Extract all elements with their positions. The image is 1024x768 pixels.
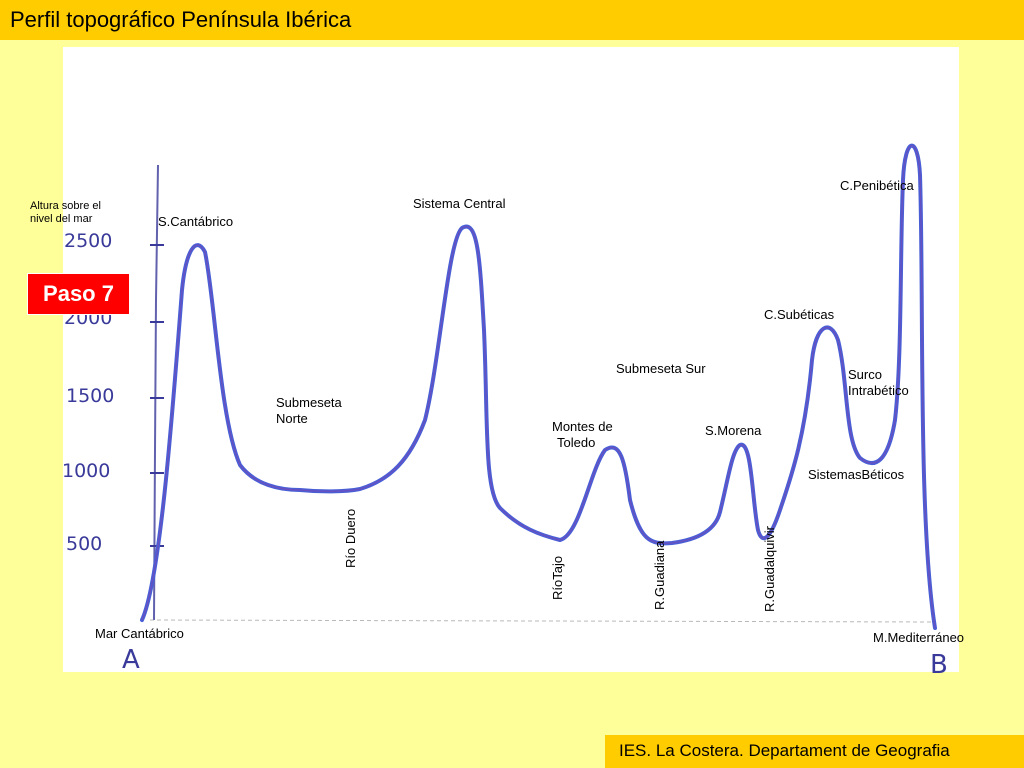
footer-text: IES. La Costera. Departament de Geografi…: [619, 741, 950, 760]
label-s-morena: S.Morena: [705, 423, 762, 438]
axis-title-line-2: nivel del mar: [30, 213, 93, 225]
profile-panel: [63, 47, 959, 672]
label-c-penibetica: C.Penibética: [840, 178, 914, 193]
label-rio-tajo: RíoTajo: [550, 555, 565, 600]
y-tick-label: 1500: [66, 385, 115, 407]
label-rio-duero: Río Duero: [343, 508, 358, 568]
endpoint-a-label: A: [122, 645, 140, 675]
label-mar-cantabrico: Mar Cantábrico: [95, 626, 184, 641]
label-submeseta-norte-2: Norte: [276, 411, 308, 426]
label-sistemas-beticos: SistemasBéticos: [808, 467, 905, 482]
label-montes-1: Montes de: [552, 419, 613, 434]
label-montes-2: Toledo: [557, 435, 596, 450]
label-r-guadiana: R.Guadiana: [652, 540, 667, 610]
y-tick-label: 1000: [62, 460, 111, 482]
y-axis-line: [153, 164, 159, 621]
endpoint-b-label: B: [930, 650, 948, 680]
step-badge: Paso 7: [27, 273, 130, 315]
profile-line: [140, 143, 937, 630]
label-c-subbeticas: C.Subéticas: [764, 307, 835, 322]
label-r-guadalquivir: R.Guadalquivir: [762, 526, 777, 612]
label-sistema-central: Sistema Central: [413, 196, 506, 211]
label-submeseta-sur: Submeseta Sur: [616, 361, 706, 376]
label-submeseta-norte-1: Submeseta: [276, 395, 342, 410]
label-s-cantabrico: S.Cantábrico: [158, 214, 234, 229]
label-surco-2: Intrabético: [848, 383, 909, 398]
page-title: Perfil topográfico Península Ibérica: [10, 7, 352, 32]
footer-bar: IES. La Costera. Departament de Geografi…: [605, 735, 1024, 768]
base-line: [149, 619, 936, 623]
y-tick-marks: [150, 244, 164, 547]
profile-line-shadow: [141, 145, 936, 629]
y-tick-label: 2500: [64, 230, 113, 252]
y-tick-label: 500: [66, 533, 103, 555]
label-surco-1: Surco: [848, 367, 882, 382]
axis-title-line-1: Altura sobre el: [30, 200, 101, 212]
label-m-mediterraneo: M.Mediterráneo: [873, 630, 965, 645]
title-bar: Perfil topográfico Península Ibérica: [0, 0, 1024, 40]
